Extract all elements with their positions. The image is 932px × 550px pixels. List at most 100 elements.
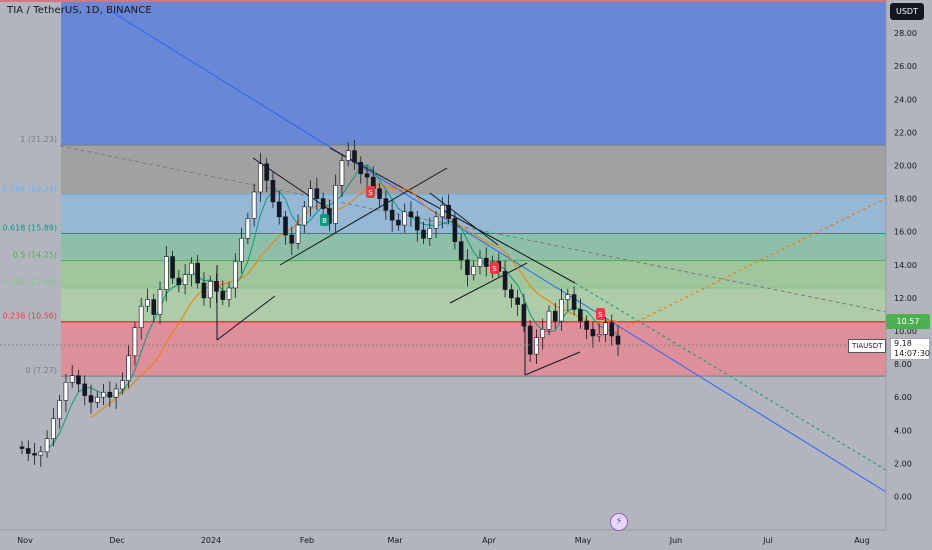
candle-body (76, 375, 81, 385)
x-tick-label-1: Dec (109, 536, 124, 545)
candle-body (295, 224, 301, 244)
candle-body (163, 256, 169, 290)
fib-label-0: 1 (21.23) (20, 135, 57, 144)
candle-body (101, 391, 106, 398)
candle-body (527, 325, 533, 355)
candle-body (258, 163, 263, 193)
x-tick-label-2: 2024 (201, 536, 221, 545)
y-tick-label-0: 0.00 (894, 493, 912, 502)
candle-body (195, 262, 200, 284)
candle-body (126, 355, 131, 381)
candle-body (552, 310, 558, 322)
candle-body (113, 388, 119, 398)
sell-marker-2 (490, 262, 499, 274)
candle-body (377, 188, 382, 199)
candle-body (427, 228, 433, 239)
candle-body (145, 299, 150, 307)
fib-zone-6 (61, 321, 886, 377)
y-tick-label-7: 14.00 (894, 261, 917, 270)
candle-body (63, 382, 69, 401)
bar-countdown: 14:07:30 (894, 349, 930, 358)
candle-body (38, 451, 44, 456)
wedge-upper-line (329, 147, 576, 284)
fib-label-1: 0.786 (18.24) (2, 185, 57, 194)
candle-body (414, 216, 420, 231)
candle-body (364, 173, 370, 178)
candle-body (170, 256, 175, 279)
candle-body (521, 304, 527, 327)
candle-body (477, 257, 483, 267)
candle-body (596, 334, 602, 337)
x-tick-label-9: Aug (854, 536, 870, 545)
candle-body (389, 209, 395, 221)
sell-marker-3 (596, 308, 605, 320)
currency-button[interactable]: USDT (890, 3, 924, 20)
y-tick-label-13: 26.00 (894, 62, 917, 71)
level-price-tag: 10.57 (886, 314, 930, 329)
sell-marker-1 (366, 186, 375, 198)
candle-body (88, 395, 94, 403)
candle-body (51, 418, 56, 439)
candle-body (452, 218, 458, 242)
sell-marker-1-label: S (368, 189, 373, 197)
y-tick-label-10: 20.00 (894, 162, 917, 171)
moving-averages (46, 164, 619, 450)
fib-zone-0 (61, 2, 886, 146)
candle-body (220, 290, 226, 300)
candle-body (233, 261, 238, 289)
candle-body (289, 234, 295, 244)
candle-body (32, 453, 37, 456)
candle-body (19, 446, 25, 449)
tradingview-logo-icon[interactable]: ⚡ (610, 513, 628, 531)
wedge-dashed-projection (574, 282, 887, 471)
candle-body (515, 297, 520, 305)
candle-body (320, 198, 326, 209)
x-tick-label-6: May (575, 536, 592, 545)
buy-marker (320, 214, 329, 226)
y-tick-label-8: 16.00 (894, 228, 917, 237)
fib-label-4: 0.382 (12.60) (2, 278, 57, 287)
candle-body (308, 188, 313, 208)
price-axis (886, 0, 932, 550)
candle-body (421, 229, 426, 239)
candle-body (82, 383, 88, 396)
candle-body (245, 218, 251, 239)
y-tick-label-3: 6.00 (894, 393, 912, 402)
triangle-line-2 (279, 167, 448, 266)
candle-body (408, 211, 414, 218)
y-tick-label-5: 10.00 (894, 327, 917, 336)
y-tick-label-6: 12.00 (894, 294, 917, 303)
candle-body (264, 163, 269, 181)
candle-body (396, 219, 401, 226)
trend-drawings (59, 11, 887, 493)
triangle-line-3 (429, 192, 499, 246)
candle-body (352, 150, 357, 163)
candle-body (615, 335, 621, 345)
candle-body (251, 191, 257, 219)
ma-slow-line (90, 184, 619, 418)
candle-body (314, 188, 320, 199)
x-tick-label-4: Mar (387, 536, 403, 545)
candle-body (132, 327, 138, 357)
candle-body (201, 282, 207, 299)
x-axis-ticks: Nov Dec 2024 Feb Mar Apr May Jun Jul Aug (17, 536, 870, 545)
candle-body (182, 274, 188, 285)
fib-label-5: 0.236 (10.56) (2, 312, 57, 321)
candle-body (509, 289, 514, 299)
current-price-value: 9.18 (894, 339, 912, 348)
dashed-resistance-line (59, 145, 887, 313)
x-tick-label-0: Nov (17, 536, 33, 545)
triangle-line-6 (524, 351, 581, 376)
y-tick-label-4: 8.00 (894, 360, 912, 369)
ma-fast-line (46, 164, 619, 450)
candle-body (383, 198, 389, 211)
candle-body (465, 259, 470, 276)
candle-body (609, 322, 615, 337)
candle-body (559, 299, 564, 322)
candle-body (207, 281, 213, 299)
candle-body (214, 281, 219, 292)
symbol-title: TIA / TetherUS, 1D, BINANCE (7, 5, 152, 16)
candle-body (270, 180, 276, 203)
y-tick-label-12: 24.00 (894, 95, 917, 104)
